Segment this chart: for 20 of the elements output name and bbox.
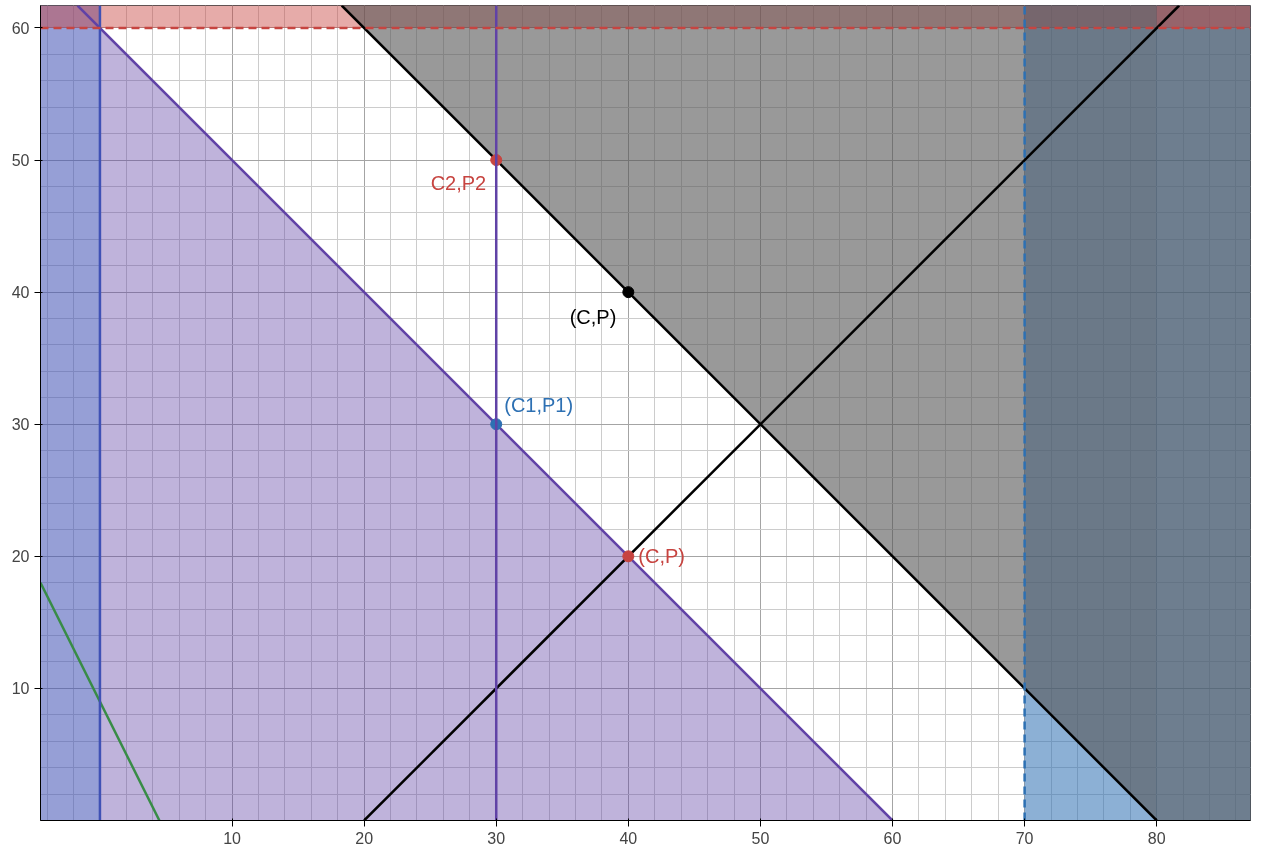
y-tick-label: 10 — [11, 680, 30, 698]
x-tick-label: 30 — [487, 829, 506, 847]
x-tick-label: 50 — [751, 829, 770, 847]
x-tick-label: 20 — [355, 829, 374, 847]
series-label: (C,P) — [638, 545, 685, 568]
series-label: (C,P) — [569, 306, 617, 329]
series-label: (C1,P1) — [504, 394, 574, 417]
x-tick-label: 40 — [619, 829, 638, 847]
x-tick-label: 80 — [1147, 829, 1166, 847]
x-tick-label: 60 — [883, 829, 902, 847]
x-tick-label: 70 — [1015, 829, 1034, 847]
y-tick-label: 40 — [11, 284, 30, 302]
y-tick-label: 60 — [11, 19, 30, 37]
y-tick-label: 30 — [11, 416, 30, 434]
point — [622, 286, 635, 299]
point — [622, 550, 635, 563]
y-tick-label: 50 — [11, 152, 30, 170]
x-tick-label: 10 — [223, 829, 242, 847]
y-tick-label: 20 — [11, 548, 30, 566]
series-label: C2,P2 — [430, 172, 487, 195]
